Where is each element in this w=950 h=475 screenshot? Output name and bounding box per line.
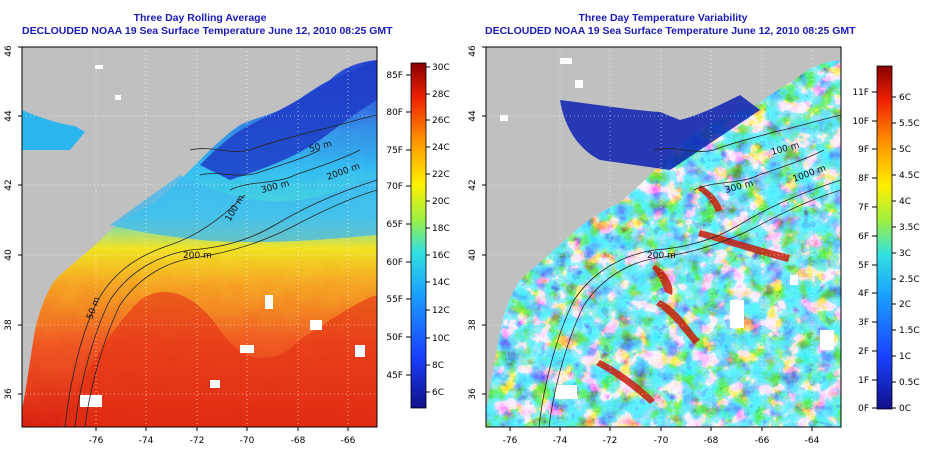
colorbar-f-label: 11F	[852, 88, 869, 98]
y-tick-label: 42	[468, 179, 478, 190]
y-tick-label: 46	[468, 45, 478, 57]
colorbar-f-label: 5F	[858, 261, 869, 271]
colorbar-c-label: 22C	[432, 170, 450, 180]
colorbar-c-label: 3C	[899, 249, 911, 259]
colorbar-c-label: 20C	[432, 197, 450, 207]
colorbar-c-label: 6C	[432, 388, 444, 398]
left-map-frame	[21, 46, 378, 428]
right-x-axis: -76 -74 -72 -70 -68 -66 -64	[503, 436, 820, 446]
left-sst-map: 50 m 200 m 300 m 2000 m 100 m 50 m	[22, 47, 377, 427]
colorbar-c-label: 8C	[432, 361, 444, 371]
right-colorbar-f-labels: 11F 10F 9F 8F 7F 6F 5F 4F 3F 2F 1F 0F	[852, 88, 869, 414]
y-tick-label: 38	[4, 319, 14, 331]
colorbar-c-label: 1C	[899, 352, 911, 362]
y-tick-label: 46	[4, 45, 14, 57]
colorbar-f-label: 8F	[858, 174, 869, 184]
y-tick-label: 36	[4, 388, 14, 400]
colorbar-c-label: 6C	[899, 93, 911, 103]
colorbar-c-label: 12C	[432, 306, 450, 316]
colorbar-c-label: 4.5C	[899, 171, 920, 181]
right-subtitle: DECLOUDED NOAA 19 Sea Surface Temperatur…	[485, 25, 856, 37]
colorbar-f-label: 4F	[858, 289, 869, 299]
colorbar-f-label: 65F	[386, 220, 403, 230]
left-title: Three Day Rolling Average	[133, 12, 267, 24]
left-y-axis: 36 38 40 42 44 46	[4, 45, 14, 400]
colorbar-c-label: 5C	[899, 145, 911, 155]
colorbar-f-label: 9F	[858, 145, 869, 155]
colorbar-f-label: 60F	[386, 258, 403, 268]
left-colorbar	[410, 62, 427, 409]
colorbar-f-label: 1F	[858, 376, 869, 386]
colorbar-c-label: 0.5C	[899, 378, 920, 388]
y-tick-label: 44	[468, 110, 478, 122]
x-tick-label: -76	[503, 436, 518, 446]
colorbar-f-label: 70F	[386, 182, 403, 192]
colorbar-c-label: 3.5C	[899, 223, 920, 233]
x-tick-label: -66	[755, 436, 770, 446]
x-tick-label: -70	[654, 436, 669, 446]
colorbar-f-label: 75F	[386, 146, 403, 156]
colorbar-f-label: 10F	[852, 117, 869, 127]
left-x-axis: -76 -74 -72 -70 -68 -66	[89, 436, 356, 446]
left-colorbar-f-labels: 85F 80F 75F 70F 65F 60F 55F 50F 45F	[386, 71, 403, 381]
colorbar-f-label: 3F	[858, 318, 869, 328]
colorbar-c-label: 24C	[432, 143, 450, 153]
colorbar-c-label: 10C	[432, 334, 450, 344]
colorbar-c-label: 14C	[432, 278, 450, 288]
x-tick-label: -68	[704, 436, 719, 446]
y-tick-label: 40	[4, 249, 14, 261]
colorbar-f-label: 55F	[386, 295, 403, 305]
right-title: Three Day Temperature Variability	[578, 12, 748, 24]
colorbar-c-label: 4C	[899, 197, 911, 207]
x-tick-label: -74	[553, 436, 568, 446]
colorbar-c-label: 16C	[432, 251, 450, 261]
x-tick-label: -72	[190, 436, 205, 446]
y-tick-label: 42	[4, 179, 14, 190]
colorbar-f-label: 45F	[386, 371, 403, 381]
colorbar-c-label: 5.5C	[899, 119, 920, 129]
colorbar-f-label: 2F	[858, 347, 869, 357]
right-y-axis: 36 38 40 42 44 46	[468, 45, 478, 400]
colorbar-c-label: 28C	[432, 90, 450, 100]
colorbar-f-label: 80F	[386, 108, 403, 118]
colorbar-c-label: 18C	[432, 224, 450, 234]
colorbar-f-label: 50F	[386, 333, 403, 343]
right-colorbar	[876, 65, 893, 410]
colorbar-f-label: 0F	[858, 404, 869, 414]
y-tick-label: 38	[468, 319, 478, 331]
colorbar-c-label: 30C	[432, 63, 450, 73]
right-variability-map: 200 m 300 m 1000 m 100 m	[486, 47, 841, 427]
x-tick-label: -68	[291, 436, 306, 446]
contour-label: 200 m	[647, 251, 676, 261]
x-tick-label: -76	[89, 436, 104, 446]
y-tick-label: 40	[468, 249, 478, 261]
x-tick-label: -64	[805, 436, 820, 446]
colorbar-c-label: 0C	[899, 404, 911, 414]
x-tick-label: -74	[139, 436, 154, 446]
colorbar-f-label: 7F	[858, 203, 869, 213]
colorbar-c-label: 2C	[899, 300, 911, 310]
x-tick-label: -72	[603, 436, 618, 446]
left-colorbar-c-labels: 30C 28C 26C 24C 22C 20C 18C 16C 14C 12C …	[432, 63, 450, 398]
left-subtitle: DECLOUDED NOAA 19 Sea Surface Temperatur…	[22, 25, 393, 37]
x-tick-label: -70	[240, 436, 255, 446]
colorbar-f-label: 6F	[858, 232, 869, 242]
contour-label: 200 m	[183, 251, 212, 261]
colorbar-c-label: 26C	[432, 116, 450, 126]
colorbar-f-label: 85F	[386, 71, 403, 81]
y-tick-label: 36	[468, 388, 478, 400]
right-map-frame	[485, 46, 842, 428]
right-colorbar-c-labels: 6C 5.5C 5C 4.5C 4C 3.5C 3C 2.5C 2C 1.5C …	[899, 93, 920, 414]
colorbar-c-label: 2.5C	[899, 275, 920, 285]
y-tick-label: 44	[4, 110, 14, 122]
colorbar-c-label: 1.5C	[899, 326, 920, 336]
x-tick-label: -66	[341, 436, 356, 446]
